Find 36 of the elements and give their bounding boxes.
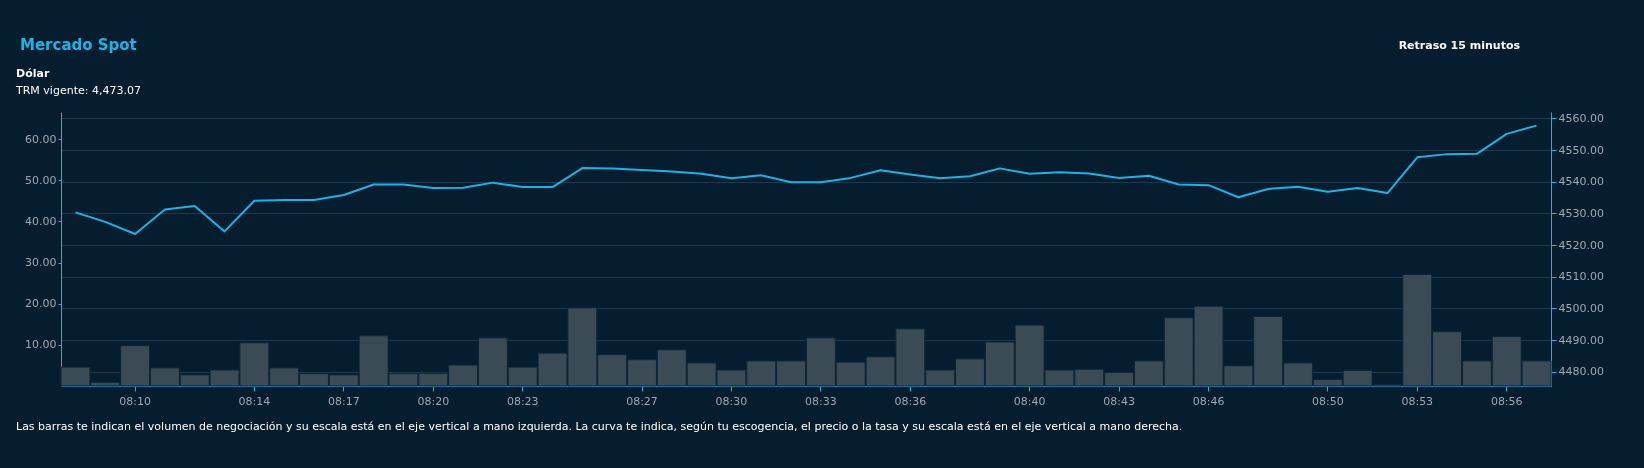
text: TRM vigente: 4,473.07 [16, 84, 141, 97]
text: Las barras te indican el volumen de negociación y su escala está en el eje vertical a mano izquierda. La curva te indica, según tu escogencia, el precio o la tasa y su escala está en el eje vertical a mano derecha. [16, 420, 1183, 433]
x-tick-label: 08:10 [119, 394, 151, 408]
x-tick-label: 08:33 [805, 394, 837, 408]
y-tick-label: 20.00 [25, 297, 57, 311]
x-tick-label: 08:56 [1490, 394, 1523, 408]
x-tick-label: 08:46 [1192, 394, 1225, 408]
chart-title: Mercado Spot [20, 36, 137, 54]
y2-tick-label: 4510.00 [1558, 270, 1604, 284]
y-tick-label: 50.00 [25, 173, 57, 187]
y-tick-label: 10.00 [25, 338, 57, 352]
x-tick-label: 08:36 [894, 394, 927, 408]
x-tick-label: 08:17 [327, 394, 360, 408]
text: Retraso 15 minutos [1398, 39, 1520, 52]
y2-tick-label: 4540.00 [1558, 175, 1604, 189]
y-tick-label: 30.00 [25, 256, 57, 270]
y2-tick-label: 4520.00 [1558, 238, 1604, 252]
x-tick-label: 08:43 [1103, 394, 1135, 408]
chart-subtitle: Dólar [16, 67, 50, 80]
x-tick-label: 08:53 [1401, 394, 1434, 408]
y2-tick-label: 4500.00 [1558, 301, 1604, 315]
line-series [74, 124, 1538, 235]
x-tick-label: 08:40 [1013, 394, 1046, 408]
x-tick-label: 08:23 [506, 394, 539, 408]
x-tick-label: 08:50 [1311, 394, 1344, 408]
y-tick-label: 40.00 [25, 214, 57, 228]
x-tick-label: 08:14 [238, 394, 271, 408]
x-tick-label: 08:30 [715, 394, 748, 408]
x-tick-label: 08:27 [626, 394, 658, 408]
y2-tick-label: 4480.00 [1558, 365, 1604, 379]
y2-tick-label: 4550.00 [1558, 143, 1604, 157]
y2-tick-label: 4560.00 [1558, 111, 1604, 125]
y2-tick-label: 4490.00 [1558, 333, 1604, 347]
y2-tick-label: 4530.00 [1558, 206, 1604, 220]
x-tick-label: 08:20 [417, 394, 450, 408]
y-tick-label: 60.00 [25, 132, 57, 146]
